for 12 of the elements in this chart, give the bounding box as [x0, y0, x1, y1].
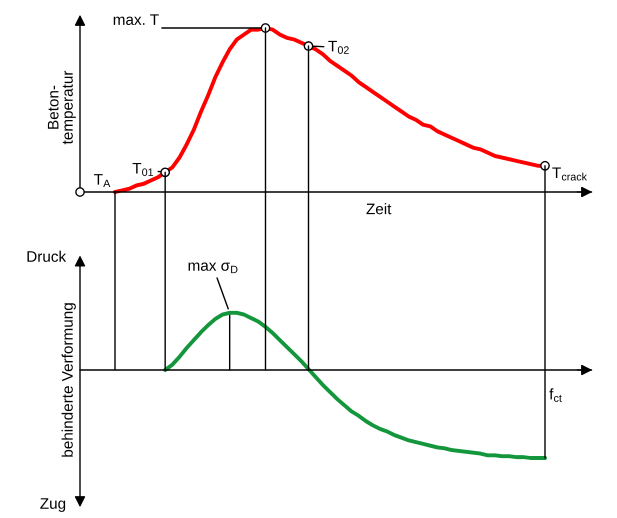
- annotation: T$_{01}$: [132, 162, 154, 176]
- y-axis-title: Beton- temperatur: [48, 70, 76, 144]
- text: max. T: [114, 14, 159, 25]
- text: T$_{A}$: [94, 174, 110, 188]
- text: max σ$_{D}$: [188, 262, 238, 274]
- text: Zug: [40, 498, 66, 512]
- y-axis-title: behinderte Verformung: [62, 303, 76, 457]
- text: f$_{ct}$: [549, 388, 562, 402]
- text: T$_{crack}$: [552, 168, 587, 181]
- annotation: T$_{02}$: [328, 40, 349, 54]
- x-axis-title: Zeit: [366, 203, 392, 214]
- text: Druck: [27, 250, 66, 262]
